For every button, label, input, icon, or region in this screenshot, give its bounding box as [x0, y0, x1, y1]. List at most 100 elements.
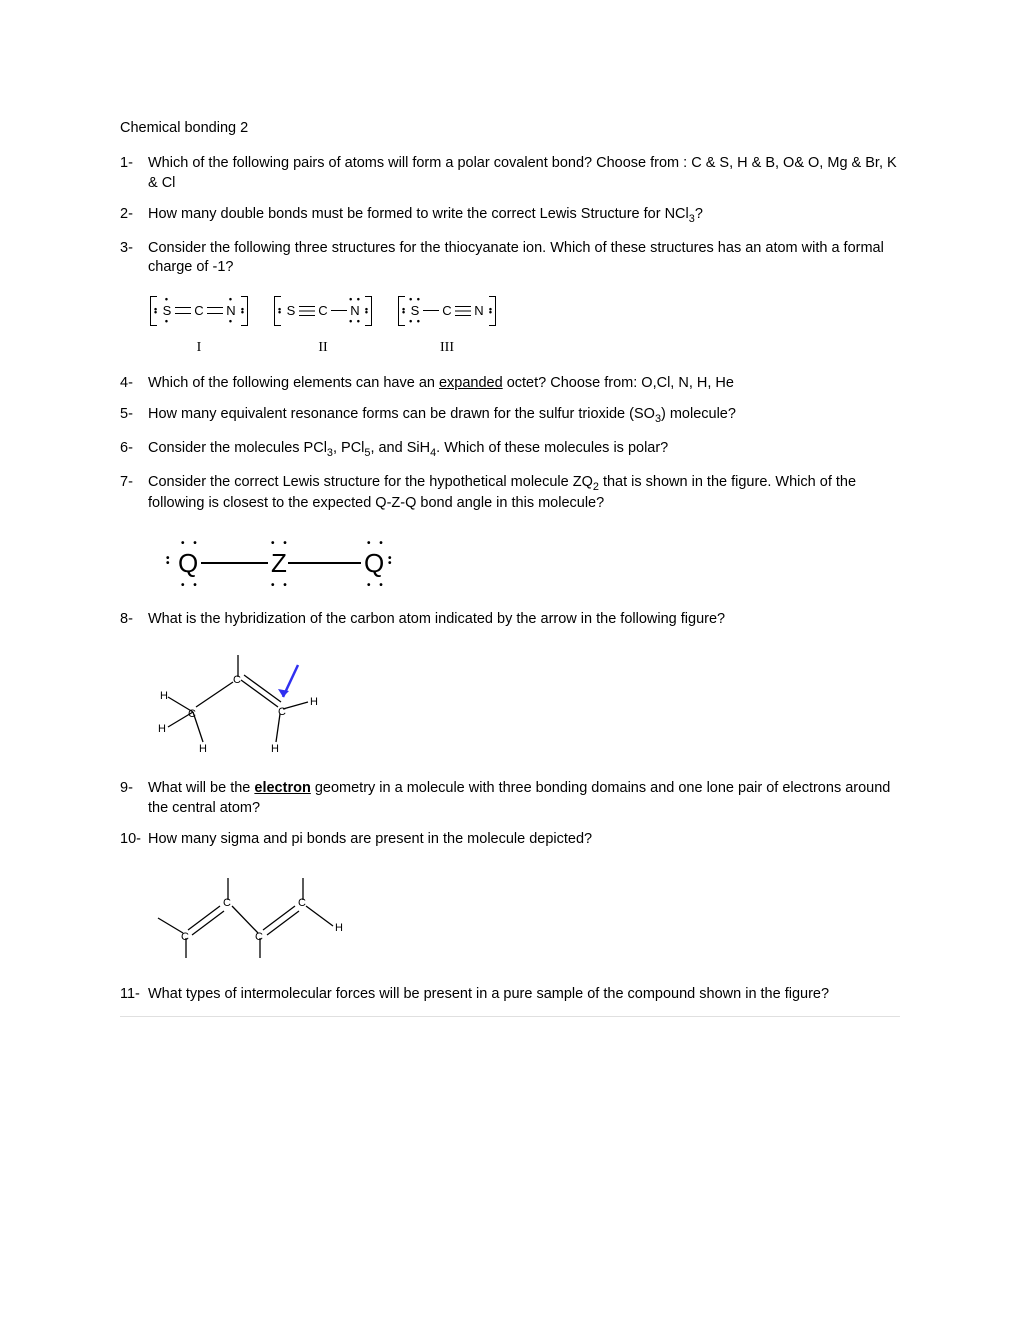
double-bond	[175, 307, 191, 314]
question-4: 4- Which of the following elements can h…	[120, 374, 900, 394]
molecule-svg-2: C C C C H	[148, 868, 358, 963]
double-bond	[207, 307, 223, 314]
atom-N: ••N	[473, 304, 485, 317]
lewis-I: • •• •S C • •• •N I	[148, 296, 250, 356]
label-II: II	[318, 340, 327, 356]
q-num: 3-	[120, 239, 148, 259]
atom-Z: Z	[271, 550, 287, 576]
question-list-3: 8- What is the hybridization of the carb…	[120, 610, 900, 630]
q-num: 2-	[120, 205, 148, 225]
atom-N: • • •• • •N	[349, 304, 361, 317]
q-text: Consider the following three structures …	[148, 239, 900, 278]
bracket-right	[365, 296, 372, 326]
q-text: What types of intermolecular forces will…	[148, 985, 900, 1005]
atom-N: • •• •N	[225, 304, 237, 317]
arrow-icon	[278, 665, 298, 697]
question-11: 11- What types of intermolecular forces …	[120, 985, 900, 1005]
atom-C: C	[193, 304, 205, 317]
single-bond	[331, 310, 347, 311]
atom-Q-right: Q	[364, 550, 384, 576]
q-num: 6-	[120, 439, 148, 459]
atom-S: • •• •S	[161, 304, 173, 317]
document-page: Chemical bonding 2 1- Which of the follo…	[0, 0, 1020, 1017]
figure-sigma-pi: C C C C H	[148, 868, 900, 967]
label-III: III	[440, 340, 454, 356]
qzq-diagram: Q Z Q • • • • • • • • • • • • •• ••	[148, 532, 418, 592]
atom-C: C	[317, 304, 329, 317]
q-text: Which of the following pairs of atoms wi…	[148, 154, 900, 193]
label-H: H	[271, 743, 279, 755]
q-num: 11-	[120, 985, 148, 1005]
q-num: 10-	[120, 830, 148, 850]
label-H: H	[160, 690, 168, 702]
q-text: What is the hybridization of the carbon …	[148, 610, 900, 630]
molecule-svg: H H H C C C H H	[148, 647, 348, 757]
lone-pair: ••	[166, 556, 170, 566]
label-I: I	[197, 340, 202, 356]
question-10: 10- How many sigma and pi bonds are pres…	[120, 830, 900, 850]
label-C: C	[278, 706, 286, 718]
question-7: 7- Consider the correct Lewis structure …	[120, 473, 900, 514]
question-2: 2- How many double bonds must be formed …	[120, 205, 900, 227]
divider	[120, 1016, 900, 1017]
lewis-II: ••S C • • •• • •N II	[272, 296, 374, 356]
lone-pair: • •	[181, 538, 200, 549]
question-list-5: 11- What types of intermolecular forces …	[120, 985, 900, 1005]
question-1: 1- Which of the following pairs of atoms…	[120, 154, 900, 193]
figure-qzq: Q Z Q • • • • • • • • • • • • •• ••	[148, 532, 900, 592]
lone-pair: • •	[181, 580, 200, 591]
label-H: H	[158, 723, 166, 735]
label-C: C	[255, 931, 263, 943]
lone-pair: • •	[367, 580, 386, 591]
label-C: C	[298, 897, 306, 909]
lone-pair: ••	[388, 556, 392, 566]
lone-pair: • •	[271, 538, 290, 549]
question-list-2: 4- Which of the following elements can h…	[120, 374, 900, 514]
atom-Q-left: Q	[178, 550, 198, 576]
q-text: Consider the molecules PCl3, PCl5, and S…	[148, 439, 900, 461]
triple-bond	[455, 306, 471, 316]
q-num: 4-	[120, 374, 148, 394]
q-text: Which of the following elements can have…	[148, 374, 900, 394]
q-text: What will be the electron geometry in a …	[148, 779, 900, 818]
q-num: 5-	[120, 405, 148, 425]
question-6: 6- Consider the molecules PCl3, PCl5, an…	[120, 439, 900, 461]
bond	[201, 562, 268, 564]
label-C: C	[233, 674, 241, 686]
q-text: How many double bonds must be formed to …	[148, 205, 900, 227]
bracket-right	[489, 296, 496, 326]
question-list: 1- Which of the following pairs of atoms…	[120, 154, 900, 278]
lone-pair: • •	[367, 538, 386, 549]
atom-C: C	[441, 304, 453, 317]
bracket-right	[241, 296, 248, 326]
figure-hybridization: H H H C C C H H	[148, 647, 900, 761]
label-C: C	[188, 708, 196, 720]
q-num: 1-	[120, 154, 148, 174]
label-C: C	[181, 931, 189, 943]
q-text: How many sigma and pi bonds are present …	[148, 830, 900, 850]
label-H: H	[199, 743, 207, 755]
label-H: H	[335, 922, 343, 934]
q-num: 8-	[120, 610, 148, 630]
question-5: 5- How many equivalent resonance forms c…	[120, 405, 900, 427]
question-3: 3- Consider the following three structur…	[120, 239, 900, 278]
q-num: 7-	[120, 473, 148, 493]
lewis-row: • •• •S C • •• •N I	[148, 296, 900, 356]
atom-S: • • •• • •S	[409, 304, 421, 317]
question-9: 9- What will be the electron geometry in…	[120, 779, 900, 818]
triple-bond	[299, 306, 315, 316]
lewis-III: • • •• • •S C ••N III	[396, 296, 498, 356]
q-text: Consider the correct Lewis structure for…	[148, 473, 900, 514]
single-bond	[423, 310, 439, 311]
lone-pair: • •	[271, 580, 290, 591]
bond	[288, 562, 361, 564]
figure-thiocyanate: • •• •S C • •• •N I	[148, 296, 900, 356]
page-title: Chemical bonding 2	[120, 120, 900, 136]
label-H: H	[310, 696, 318, 708]
question-list-4: 9- What will be the electron geometry in…	[120, 779, 900, 850]
label-C: C	[223, 897, 231, 909]
q-text: How many equivalent resonance forms can …	[148, 405, 900, 427]
question-8: 8- What is the hybridization of the carb…	[120, 610, 900, 630]
q-num: 9-	[120, 779, 148, 799]
atom-S: ••S	[285, 304, 297, 317]
